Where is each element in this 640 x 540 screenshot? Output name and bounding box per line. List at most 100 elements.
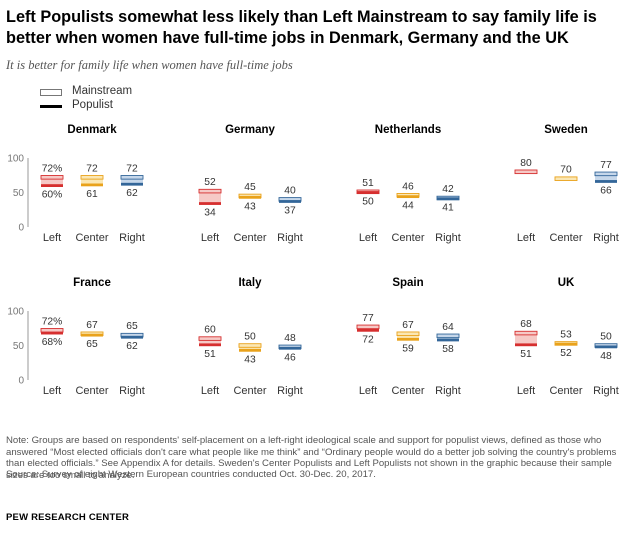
mainstream-value-label: 64 [442,322,454,333]
populist-mark [595,180,617,183]
x-category-label: Right [593,232,619,244]
mainstream-value-label: 72 [126,163,138,174]
mainstream-mark [40,175,64,180]
populist-value-label: 68% [42,337,63,348]
range-fill [81,177,103,185]
mainstream-mark [40,328,64,333]
x-category-label: Left [201,385,219,397]
populist-value-label: 46 [284,352,296,363]
mainstream-value-label: 72% [42,163,63,174]
panel-title: Spain [392,277,423,289]
populist-value-label: 62 [126,341,138,352]
panel-title: Germany [225,124,275,136]
populist-value-label: 72 [362,334,374,345]
mainstream-mark [514,169,538,175]
chart-title: Left Populists somewhat less likely than… [6,8,597,47]
populist-value-label: 44 [402,201,414,212]
panel-title: Denmark [67,124,117,136]
y-tick-label: 100 [7,307,24,318]
populist-value-label: 43 [244,201,256,212]
x-category-label: Center [391,385,424,397]
y-tick-label: 50 [13,341,25,352]
footer-org: PEW RESEARCH CENTER [6,512,130,523]
populist-value-label: 58 [442,344,454,355]
panel-title: Netherlands [375,124,441,136]
chart-grid: Denmark 0 50 100 72% 60% Left 72 61 Center 72 62 Rig… [7,124,619,397]
populist-value-label: 43 [244,354,256,365]
populist-mark [397,195,419,199]
populist-mark [397,337,419,341]
populist-mark [41,331,63,335]
mainstream-mark [198,188,222,194]
range-fill [121,177,143,185]
mainstream-value-label: 40 [284,185,296,196]
populist-mark [437,338,459,342]
y-tick-label: 0 [18,223,24,234]
chart-note: Note: Groups are based on respondents' s… [6,435,617,481]
range-fill [239,345,261,351]
mainstream-value-label: 68 [520,319,532,330]
populist-mark [595,345,617,349]
y-tick-label: 0 [18,376,24,387]
x-category-label: Center [549,385,582,397]
populist-mark [555,342,577,346]
y-tick-label: 50 [13,188,25,199]
populist-mark [279,200,301,203]
mainstream-value-label: 77 [362,313,374,324]
x-category-label: Center [391,232,424,244]
x-category-label: Center [549,232,582,244]
mainstream-value-label: 65 [126,321,138,332]
populist-value-label: 51 [204,349,216,360]
populist-value-label: 51 [520,349,532,360]
populist-mark [515,343,537,347]
populist-mark [121,335,143,339]
populist-mark [81,183,103,187]
mainstream-value-label: 52 [204,177,216,188]
mainstream-value-label: 60 [204,325,216,336]
populist-mark [199,343,221,347]
populist-value-label: 59 [402,343,414,354]
mainstream-value-label: 72% [42,316,63,327]
mainstream-mark [396,331,420,337]
x-category-label: Left [43,385,61,397]
x-category-label: Right [277,385,303,397]
x-category-label: Right [435,385,461,397]
legend-populist-swatch [40,105,62,108]
mainstream-value-label: 46 [402,181,414,192]
populist-value-label: 60% [42,190,63,201]
mainstream-mark [514,330,538,336]
x-category-label: Left [359,232,377,244]
range-fill [397,333,419,340]
y-tick-label: 100 [7,154,24,165]
populist-mark [41,184,63,187]
x-category-label: Right [277,232,303,244]
x-category-label: Center [233,232,266,244]
populist-mark [239,195,261,199]
populist-mark [239,348,261,352]
panel-title: Italy [238,277,262,289]
range-fill [41,177,63,186]
x-category-label: Right [119,232,145,244]
legend-mainstream-swatch [40,89,62,96]
x-category-label: Left [517,385,535,397]
populist-value-label: 62 [126,188,138,199]
range-fill [199,338,221,345]
panel-title: Sweden [544,124,587,136]
mainstream-mark [238,343,262,348]
populist-mark [121,182,143,186]
mainstream-value-label: 42 [442,184,454,195]
x-category-label: Left [201,232,219,244]
mainstream-mark [356,324,380,330]
populist-mark [279,346,301,350]
legend-mainstream-label: Mainstream [72,85,133,97]
mainstream-value-label: 45 [244,182,256,193]
populist-value-label: 48 [600,351,612,362]
x-category-label: Center [75,232,108,244]
populist-mark [357,328,379,332]
mainstream-value-label: 67 [86,320,98,331]
mainstream-mark [436,333,460,339]
mainstream-value-label: 53 [560,329,572,340]
populist-mark [199,202,221,205]
x-category-label: Left [517,232,535,244]
populist-value-label: 52 [560,348,572,359]
